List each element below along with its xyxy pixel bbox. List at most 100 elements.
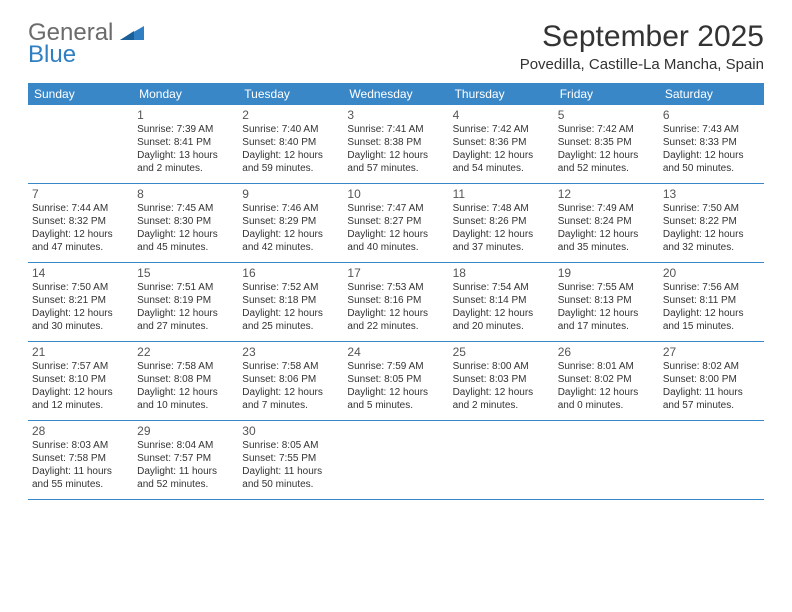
sunset-text: Sunset: 8:26 PM xyxy=(453,216,550,229)
daylight-text: Daylight: 12 hours and 40 minutes. xyxy=(347,229,444,255)
daylight-text: Daylight: 12 hours and 22 minutes. xyxy=(347,308,444,334)
daylight-text: Daylight: 13 hours and 2 minutes. xyxy=(137,150,234,176)
calendar-day-cell: 24Sunrise: 7:59 AMSunset: 8:05 PMDayligh… xyxy=(343,342,448,420)
sunset-text: Sunset: 8:16 PM xyxy=(347,295,444,308)
day-number: 4 xyxy=(453,108,550,123)
day-number: 17 xyxy=(347,266,444,281)
daylight-text: Daylight: 11 hours and 57 minutes. xyxy=(663,387,760,413)
sunrise-text: Sunrise: 7:55 AM xyxy=(558,282,655,295)
day-number: 10 xyxy=(347,187,444,202)
day-number: 27 xyxy=(663,345,760,360)
day-number: 15 xyxy=(137,266,234,281)
daylight-text: Daylight: 12 hours and 25 minutes. xyxy=(242,308,339,334)
calendar-day-cell: 26Sunrise: 8:01 AMSunset: 8:02 PMDayligh… xyxy=(554,342,659,420)
brand-triangle-icon xyxy=(120,24,144,45)
sunrise-text: Sunrise: 8:01 AM xyxy=(558,361,655,374)
day-number: 28 xyxy=(32,424,129,439)
sunrise-text: Sunrise: 8:02 AM xyxy=(663,361,760,374)
day-number: 6 xyxy=(663,108,760,123)
sunrise-text: Sunrise: 7:48 AM xyxy=(453,203,550,216)
calendar-empty-cell xyxy=(28,105,133,183)
weekday-header: Thursday xyxy=(449,83,554,105)
sunrise-text: Sunrise: 7:56 AM xyxy=(663,282,760,295)
sunset-text: Sunset: 8:35 PM xyxy=(558,137,655,150)
calendar-grid: Sunday Monday Tuesday Wednesday Thursday… xyxy=(28,83,764,500)
sunset-text: Sunset: 8:24 PM xyxy=(558,216,655,229)
daylight-text: Daylight: 12 hours and 15 minutes. xyxy=(663,308,760,334)
sunrise-text: Sunrise: 7:54 AM xyxy=(453,282,550,295)
calendar-day-cell: 4Sunrise: 7:42 AMSunset: 8:36 PMDaylight… xyxy=(449,105,554,183)
sunrise-text: Sunrise: 7:52 AM xyxy=(242,282,339,295)
day-number: 16 xyxy=(242,266,339,281)
header: General Blue September 2025 Povedilla, C… xyxy=(28,20,764,73)
calendar-day-cell: 10Sunrise: 7:47 AMSunset: 8:27 PMDayligh… xyxy=(343,184,448,262)
calendar-empty-cell xyxy=(449,421,554,499)
calendar-day-cell: 17Sunrise: 7:53 AMSunset: 8:16 PMDayligh… xyxy=(343,263,448,341)
calendar-empty-cell xyxy=(343,421,448,499)
sunset-text: Sunset: 8:14 PM xyxy=(453,295,550,308)
day-number: 29 xyxy=(137,424,234,439)
daylight-text: Daylight: 12 hours and 17 minutes. xyxy=(558,308,655,334)
sunrise-text: Sunrise: 7:50 AM xyxy=(663,203,760,216)
sunset-text: Sunset: 8:18 PM xyxy=(242,295,339,308)
weekday-header: Wednesday xyxy=(343,83,448,105)
daylight-text: Daylight: 12 hours and 7 minutes. xyxy=(242,387,339,413)
sunset-text: Sunset: 8:41 PM xyxy=(137,137,234,150)
calendar-week-row: 28Sunrise: 8:03 AMSunset: 7:58 PMDayligh… xyxy=(28,421,764,500)
calendar-week-row: 7Sunrise: 7:44 AMSunset: 8:32 PMDaylight… xyxy=(28,184,764,263)
calendar-day-cell: 2Sunrise: 7:40 AMSunset: 8:40 PMDaylight… xyxy=(238,105,343,183)
title-block: September 2025 Povedilla, Castille-La Ma… xyxy=(520,20,764,73)
day-number: 20 xyxy=(663,266,760,281)
brand-text: General Blue xyxy=(28,20,144,67)
calendar-week-row: 14Sunrise: 7:50 AMSunset: 8:21 PMDayligh… xyxy=(28,263,764,342)
brand-logo: General Blue xyxy=(28,20,144,67)
day-number: 21 xyxy=(32,345,129,360)
day-number: 14 xyxy=(32,266,129,281)
sunset-text: Sunset: 8:08 PM xyxy=(137,374,234,387)
sunset-text: Sunset: 8:10 PM xyxy=(32,374,129,387)
calendar-day-cell: 12Sunrise: 7:49 AMSunset: 8:24 PMDayligh… xyxy=(554,184,659,262)
day-number: 11 xyxy=(453,187,550,202)
calendar-week-row: 1Sunrise: 7:39 AMSunset: 8:41 PMDaylight… xyxy=(28,105,764,184)
location-text: Povedilla, Castille-La Mancha, Spain xyxy=(520,56,764,73)
calendar-day-cell: 1Sunrise: 7:39 AMSunset: 8:41 PMDaylight… xyxy=(133,105,238,183)
day-number: 8 xyxy=(137,187,234,202)
sunrise-text: Sunrise: 7:42 AM xyxy=(558,124,655,137)
calendar-day-cell: 18Sunrise: 7:54 AMSunset: 8:14 PMDayligh… xyxy=(449,263,554,341)
sunrise-text: Sunrise: 7:58 AM xyxy=(137,361,234,374)
day-number: 3 xyxy=(347,108,444,123)
day-number: 18 xyxy=(453,266,550,281)
calendar-day-cell: 7Sunrise: 7:44 AMSunset: 8:32 PMDaylight… xyxy=(28,184,133,262)
calendar-day-cell: 9Sunrise: 7:46 AMSunset: 8:29 PMDaylight… xyxy=(238,184,343,262)
calendar-day-cell: 19Sunrise: 7:55 AMSunset: 8:13 PMDayligh… xyxy=(554,263,659,341)
day-number: 24 xyxy=(347,345,444,360)
sunset-text: Sunset: 8:40 PM xyxy=(242,137,339,150)
daylight-text: Daylight: 12 hours and 45 minutes. xyxy=(137,229,234,255)
daylight-text: Daylight: 12 hours and 47 minutes. xyxy=(32,229,129,255)
day-number: 13 xyxy=(663,187,760,202)
calendar-day-cell: 21Sunrise: 7:57 AMSunset: 8:10 PMDayligh… xyxy=(28,342,133,420)
sunset-text: Sunset: 8:02 PM xyxy=(558,374,655,387)
calendar-day-cell: 27Sunrise: 8:02 AMSunset: 8:00 PMDayligh… xyxy=(659,342,764,420)
sunset-text: Sunset: 8:33 PM xyxy=(663,137,760,150)
calendar-day-cell: 5Sunrise: 7:42 AMSunset: 8:35 PMDaylight… xyxy=(554,105,659,183)
daylight-text: Daylight: 12 hours and 2 minutes. xyxy=(453,387,550,413)
weekday-header: Saturday xyxy=(659,83,764,105)
day-number: 1 xyxy=(137,108,234,123)
day-number: 9 xyxy=(242,187,339,202)
sunrise-text: Sunrise: 7:47 AM xyxy=(347,203,444,216)
calendar-day-cell: 29Sunrise: 8:04 AMSunset: 7:57 PMDayligh… xyxy=(133,421,238,499)
day-number: 22 xyxy=(137,345,234,360)
day-number: 26 xyxy=(558,345,655,360)
daylight-text: Daylight: 12 hours and 20 minutes. xyxy=(453,308,550,334)
sunset-text: Sunset: 8:13 PM xyxy=(558,295,655,308)
sunset-text: Sunset: 8:05 PM xyxy=(347,374,444,387)
calendar-day-cell: 16Sunrise: 7:52 AMSunset: 8:18 PMDayligh… xyxy=(238,263,343,341)
sunrise-text: Sunrise: 7:39 AM xyxy=(137,124,234,137)
sunrise-text: Sunrise: 7:41 AM xyxy=(347,124,444,137)
day-number: 23 xyxy=(242,345,339,360)
daylight-text: Daylight: 12 hours and 35 minutes. xyxy=(558,229,655,255)
weekday-header: Monday xyxy=(133,83,238,105)
sunset-text: Sunset: 8:27 PM xyxy=(347,216,444,229)
daylight-text: Daylight: 12 hours and 54 minutes. xyxy=(453,150,550,176)
